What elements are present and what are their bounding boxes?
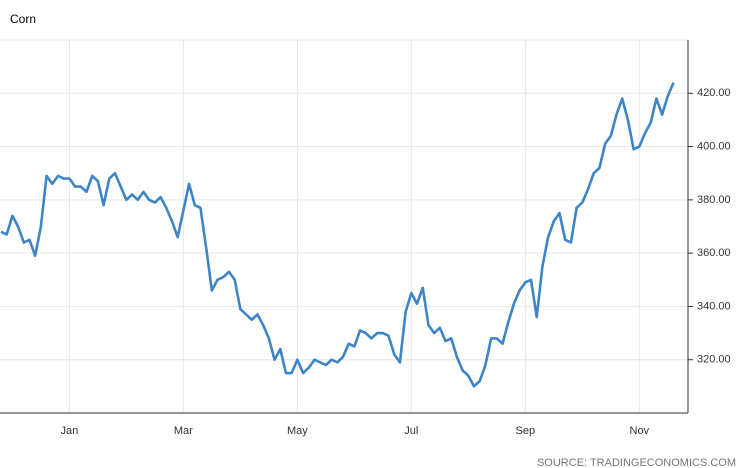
x-tick-label: Jul (404, 425, 418, 437)
x-tick-label: Nov (630, 425, 650, 437)
source-note: SOURCE: TRADINGECONOMICS.COM (537, 457, 736, 468)
y-tick-label: 420.00 (697, 87, 731, 99)
x-tick-label: May (287, 425, 308, 437)
y-tick-label: 320.00 (697, 354, 731, 366)
price-line (0, 82, 675, 388)
chart-title: Corn (10, 12, 36, 26)
y-tick-label: 340.00 (697, 300, 731, 312)
x-tick-label: Sep (516, 425, 536, 437)
x-tick-label: Mar (174, 425, 193, 437)
x-tick-label: Jan (61, 425, 79, 437)
y-tick-label: 380.00 (697, 194, 731, 206)
y-tick-label: 360.00 (697, 247, 731, 259)
y-tick-label: 400.00 (697, 140, 731, 152)
